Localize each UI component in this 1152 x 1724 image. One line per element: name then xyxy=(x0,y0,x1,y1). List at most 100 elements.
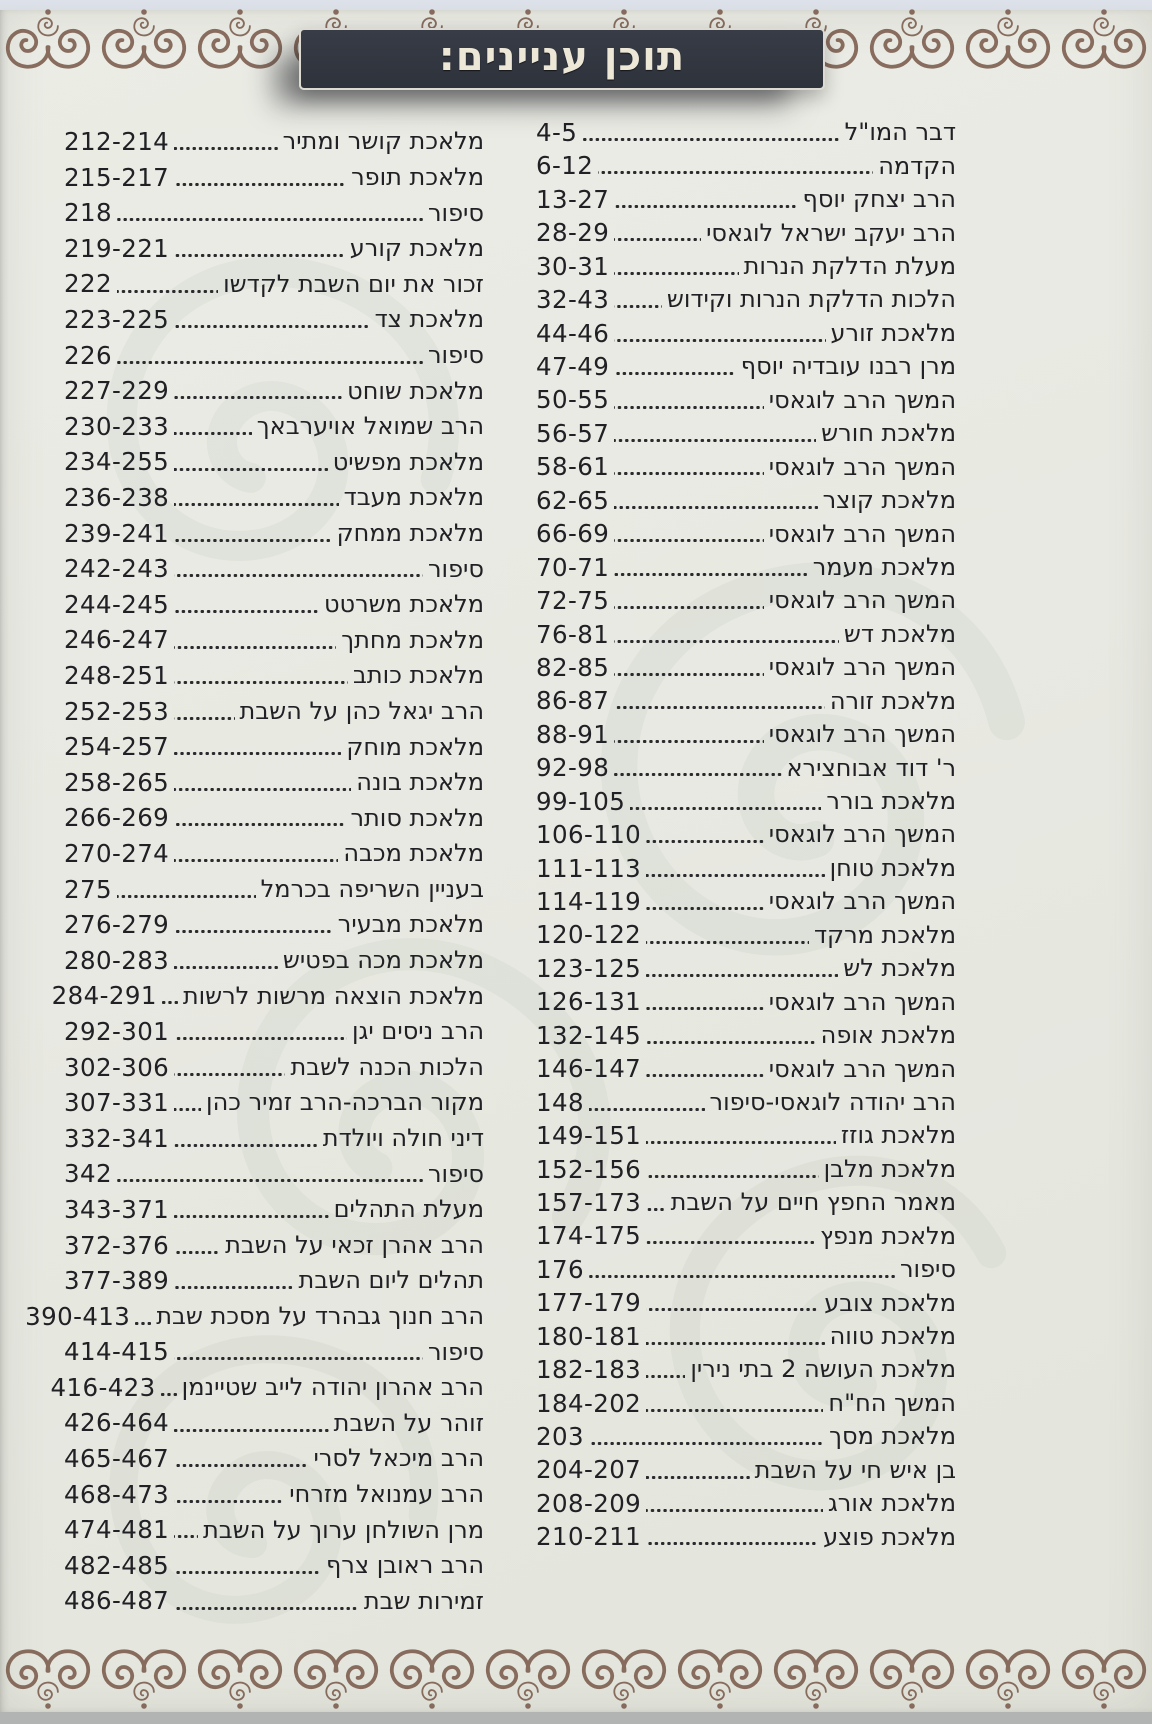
entry-leader-dots xyxy=(174,749,342,757)
entry-pages: 126-131 xyxy=(536,987,642,1017)
entry-title: המשך הרב לוגאסי xyxy=(768,1054,956,1083)
entry-leader-dots xyxy=(614,302,662,310)
entry-pages: 230-233 xyxy=(64,411,170,441)
entry-pages: 474-481 xyxy=(64,1515,170,1545)
entry-title: מלאכת הוצאה מרשות לרשות xyxy=(182,981,484,1010)
toc-entry: בעניין השריפה בכרמל 275 xyxy=(64,866,484,902)
toc-entry: הרב שמואל אויערבאך 230-233 xyxy=(64,404,484,440)
entry-pages: 292-301 xyxy=(64,1016,170,1046)
entry-pages: 218 xyxy=(64,198,112,228)
entry-pages: 307-331 xyxy=(64,1088,170,1118)
toc-entry: זמירות שבת 486-487 xyxy=(64,1578,484,1614)
entry-leader-dots xyxy=(614,737,764,745)
toc-entry: מלאכת קורע 219-221 xyxy=(64,226,484,262)
entry-title: מלאכת גוזז xyxy=(840,1121,956,1150)
toc-entry: הרב מיכאל לסרי 465-467 xyxy=(64,1436,484,1472)
entry-pages: 182-183 xyxy=(536,1355,642,1385)
entry-pages: 6-12 xyxy=(536,151,594,181)
toc-entry: מלאכת בונה 258-265 xyxy=(64,760,484,796)
entry-title: מקור הברכה-הרב זמיר כהן xyxy=(206,1088,484,1117)
toc-entry: מלאכת מרקד 120-122 xyxy=(536,915,956,948)
entry-leader-dots xyxy=(614,402,764,410)
entry-title: מלאכת מחתך xyxy=(341,625,484,654)
entry-leader-dots xyxy=(646,971,839,979)
entry-pages: 242-243 xyxy=(64,554,170,584)
bottom-scroll-ornament xyxy=(0,1638,1152,1710)
entry-title: מלאכת קוצר xyxy=(822,486,956,515)
entry-leader-dots xyxy=(116,1176,423,1184)
toc-entry: המשך הרב לוגאסי 58-61 xyxy=(536,446,956,479)
entry-title: הרב אהרן זכאי על השבת xyxy=(225,1230,484,1259)
entry-title: מלאכת בונה xyxy=(356,768,484,797)
entry-leader-dots xyxy=(646,837,764,845)
toc-entry: מרן רבנו עובדיה יוסף 47-49 xyxy=(536,346,956,379)
entry-pages: 239-241 xyxy=(64,518,170,548)
entry-pages: 180-181 xyxy=(536,1321,642,1351)
entry-title: מלאכת שוחט xyxy=(347,376,484,405)
entry-title: מלאכת צובע xyxy=(824,1288,956,1317)
toc-entry: מאמר החפץ חיים על השבת 157-173 xyxy=(536,1182,956,1215)
entry-title: מלאכת סותר xyxy=(350,803,484,832)
entry-pages: 236-238 xyxy=(64,483,170,513)
entry-leader-dots xyxy=(116,892,256,900)
entry-title: מלאכת זורע xyxy=(830,318,957,347)
entry-pages: 174-175 xyxy=(536,1221,642,1251)
entry-pages: 62-65 xyxy=(536,485,610,515)
entry-pages: 44-46 xyxy=(536,318,610,348)
entry-pages: 204-207 xyxy=(536,1455,642,1485)
entry-pages: 92-98 xyxy=(536,753,610,783)
page-title-banner: תוכן עניינים: xyxy=(299,28,825,90)
entry-leader-dots xyxy=(646,1339,825,1347)
entry-leader-dots xyxy=(174,144,278,152)
entry-leader-dots xyxy=(614,336,826,344)
entry-pages: 13-27 xyxy=(536,184,610,214)
entry-pages: 227-229 xyxy=(64,376,170,406)
toc-entry: הרב יגאל כהן על השבת 252-253 xyxy=(64,689,484,725)
entry-pages: 149-151 xyxy=(536,1121,642,1151)
entry-pages: 275 xyxy=(64,874,112,904)
toc-entry: מלאכת משרטט 244-245 xyxy=(64,582,484,618)
entry-leader-dots xyxy=(646,1305,820,1313)
entry-pages: 276-279 xyxy=(64,910,170,940)
entry-title: הרב שמואל אויערבאך xyxy=(256,412,484,441)
entry-pages: 114-119 xyxy=(536,887,642,916)
entry-leader-dots xyxy=(174,714,235,722)
entry-leader-dots xyxy=(174,1425,329,1433)
entry-leader-dots xyxy=(174,393,343,401)
entry-pages: 343-371 xyxy=(64,1194,170,1224)
entry-title: בעניין השריפה בכרמל xyxy=(260,874,484,903)
entry-pages: 86-87 xyxy=(536,686,610,716)
entry-pages: 465-467 xyxy=(64,1444,170,1474)
toc-entry: מלאכת אורג 208-209 xyxy=(536,1483,956,1516)
entry-title: מלאכת בורר xyxy=(826,787,956,815)
entry-title: מלאכת מרקד xyxy=(813,920,956,949)
entry-title: מלאכת מעמר xyxy=(812,552,956,581)
toc-entry: סיפור 176 xyxy=(536,1249,956,1282)
toc-entry: הרב עמנואל מזרחי 468-473 xyxy=(64,1472,484,1508)
entry-pages: 390-413 xyxy=(25,1301,131,1331)
toc-entry: מקור הברכה-הרב זמיר כהן 307-331 xyxy=(64,1080,484,1116)
entry-title: המשך הרב לוגאסי xyxy=(768,720,956,749)
toc-entry: המשך הח"ח 184-202 xyxy=(536,1383,956,1416)
toc-entry: סיפור 342 xyxy=(64,1151,484,1187)
toc-entry: מלאכת מסך 203 xyxy=(536,1416,956,1449)
toc-entry: זכור את יום השבת לקדשו 222 xyxy=(64,261,484,297)
entry-title: מלאכת זורה xyxy=(829,686,956,715)
entry-pages: 215-217 xyxy=(64,162,170,192)
entry-pages: 246-247 xyxy=(64,625,170,655)
entry-leader-dots xyxy=(614,703,825,711)
toc-entry: הלכות הכנה לשבת 302-306 xyxy=(64,1044,484,1080)
entry-pages: 258-265 xyxy=(64,767,170,797)
toc-entry: המשך הרב לוגאסי 126-131 xyxy=(536,981,956,1014)
entry-leader-dots xyxy=(646,1238,816,1246)
entry-title: הרב אהרון יהודה לייב שטיינמן xyxy=(181,1373,484,1402)
toc-entry: מעלת התהלים 343-371 xyxy=(64,1187,484,1223)
entry-title: סיפור xyxy=(427,198,484,227)
entry-leader-dots xyxy=(174,927,333,935)
entry-title: מלאכת פוצע xyxy=(823,1522,956,1551)
entry-pages: 50-55 xyxy=(536,385,610,415)
toc-entry: הרב חנוך גבהרד על מסכת שבת 390-413 xyxy=(25,1294,484,1330)
entry-title: מלאכת ממחק xyxy=(336,518,484,547)
toc-entry: מלאכת מכבה 270-274 xyxy=(64,831,484,867)
